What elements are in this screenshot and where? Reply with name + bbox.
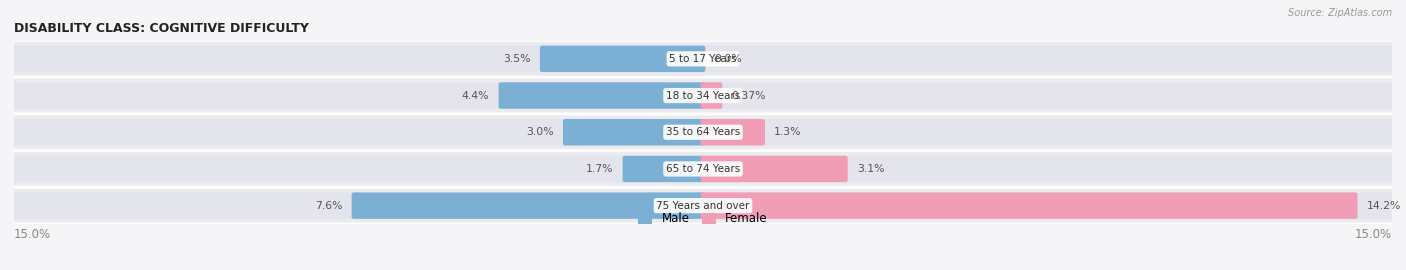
FancyBboxPatch shape	[10, 151, 1396, 187]
FancyBboxPatch shape	[11, 119, 1395, 146]
Text: 1.3%: 1.3%	[775, 127, 801, 137]
FancyBboxPatch shape	[540, 46, 706, 72]
Text: 3.0%: 3.0%	[526, 127, 554, 137]
FancyBboxPatch shape	[11, 46, 1395, 72]
FancyBboxPatch shape	[11, 82, 1395, 109]
Legend: Male, Female: Male, Female	[638, 212, 768, 225]
Text: 15.0%: 15.0%	[14, 228, 51, 241]
Text: Source: ZipAtlas.com: Source: ZipAtlas.com	[1288, 8, 1392, 18]
Text: 3.1%: 3.1%	[856, 164, 884, 174]
FancyBboxPatch shape	[623, 156, 706, 182]
Text: 0.0%: 0.0%	[714, 54, 742, 64]
Text: 14.2%: 14.2%	[1367, 201, 1400, 211]
Text: 4.4%: 4.4%	[463, 90, 489, 100]
Text: 5 to 17 Years: 5 to 17 Years	[669, 54, 737, 64]
Text: 75 Years and over: 75 Years and over	[657, 201, 749, 211]
Text: 7.6%: 7.6%	[315, 201, 343, 211]
FancyBboxPatch shape	[700, 119, 765, 146]
Text: 35 to 64 Years: 35 to 64 Years	[666, 127, 740, 137]
Text: 3.5%: 3.5%	[503, 54, 531, 64]
Text: 18 to 34 Years: 18 to 34 Years	[666, 90, 740, 100]
FancyBboxPatch shape	[562, 119, 706, 146]
FancyBboxPatch shape	[10, 41, 1396, 76]
Text: 0.37%: 0.37%	[731, 90, 766, 100]
FancyBboxPatch shape	[499, 82, 706, 109]
FancyBboxPatch shape	[10, 78, 1396, 113]
FancyBboxPatch shape	[700, 156, 848, 182]
FancyBboxPatch shape	[10, 115, 1396, 150]
Text: 65 to 74 Years: 65 to 74 Years	[666, 164, 740, 174]
FancyBboxPatch shape	[352, 193, 706, 219]
FancyBboxPatch shape	[10, 188, 1396, 223]
FancyBboxPatch shape	[11, 156, 1395, 182]
FancyBboxPatch shape	[700, 193, 1358, 219]
Text: 15.0%: 15.0%	[1355, 228, 1392, 241]
FancyBboxPatch shape	[11, 193, 1395, 219]
Text: 1.7%: 1.7%	[586, 164, 613, 174]
FancyBboxPatch shape	[700, 82, 723, 109]
Text: DISABILITY CLASS: COGNITIVE DIFFICULTY: DISABILITY CLASS: COGNITIVE DIFFICULTY	[14, 22, 309, 35]
